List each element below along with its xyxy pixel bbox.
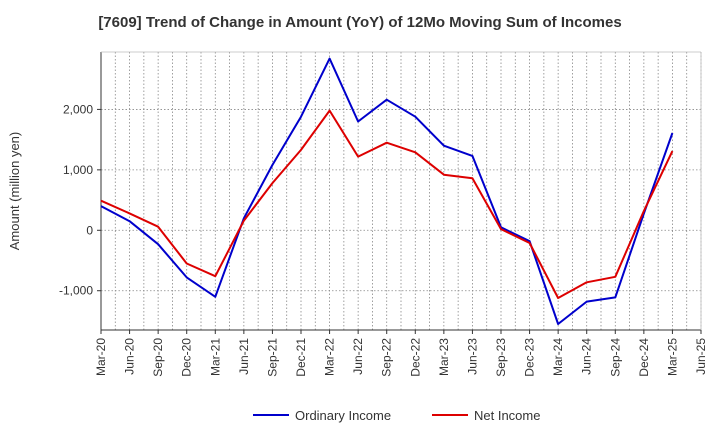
x-tick-label: Sep-21 — [265, 338, 279, 377]
x-tick-label: Dec-22 — [408, 338, 422, 377]
y-tick-label: -1,000 — [59, 284, 93, 298]
x-tick-label: Mar-23 — [437, 338, 451, 376]
x-tick-label: Jun-20 — [123, 338, 137, 375]
x-tick-label: Mar-21 — [208, 338, 222, 376]
axes — [100, 51, 702, 331]
x-tick-label: Dec-23 — [523, 338, 537, 377]
x-tick-label: Jun-22 — [351, 338, 365, 375]
legend: Ordinary Income Net Income — [253, 408, 540, 423]
x-tick-label: Dec-20 — [180, 338, 194, 377]
y-tick-labels: -1,000 0 1,000 2,000 — [59, 102, 101, 298]
x-tick-labels: Mar-20 Jun-20 Sep-20 Dec-20 Mar-21 Jun-21 Sep-… — [94, 330, 708, 377]
x-tick-label: Dec-21 — [294, 338, 308, 377]
y-tick-label: 2,000 — [63, 102, 93, 116]
y-tick-label: 0 — [86, 223, 93, 237]
x-tick-label: Sep-20 — [151, 338, 165, 377]
x-tick-label: Dec-24 — [637, 338, 651, 377]
x-tick-label: Jun-21 — [237, 338, 251, 375]
x-tick-label: Mar-22 — [323, 338, 337, 376]
x-tick-label: Jun-24 — [580, 338, 594, 375]
series-lines — [100, 57, 674, 325]
x-tick-label: Mar-20 — [94, 338, 108, 376]
plot-area — [101, 52, 701, 330]
x-tick-label: Jun-25 — [694, 338, 708, 375]
legend-label: Ordinary Income — [295, 408, 391, 423]
x-tick-label: Mar-25 — [665, 338, 679, 376]
legend-label: Net Income — [474, 408, 540, 423]
x-tick-label: Sep-23 — [494, 338, 508, 377]
x-tick-label: Sep-22 — [380, 338, 394, 377]
series-line-net-income — [100, 109, 674, 299]
x-tick-label: Jun-23 — [465, 338, 479, 375]
chart-title: [7609] Trend of Change in Amount (YoY) o… — [98, 14, 622, 31]
y-tick-label: 1,000 — [63, 163, 93, 177]
x-tick-label: Sep-24 — [608, 338, 622, 377]
y-axis-title: Amount (million yen) — [7, 132, 22, 251]
x-tick-label: Mar-24 — [551, 338, 565, 376]
series-line-ordinary-income — [100, 57, 674, 325]
